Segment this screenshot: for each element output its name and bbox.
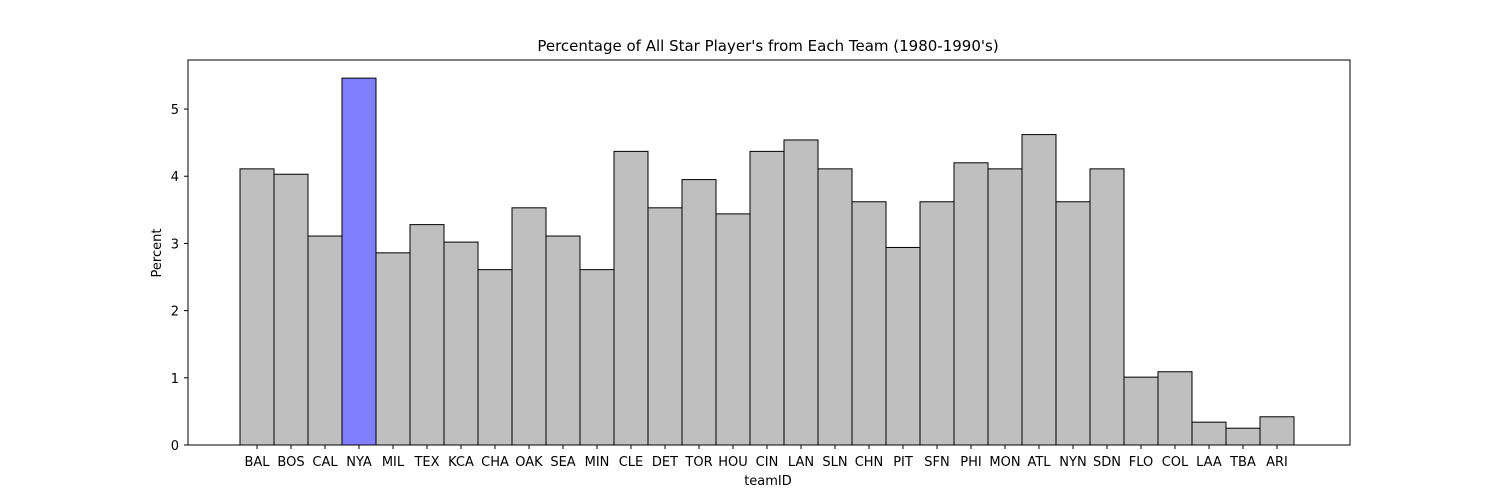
- bar-oak: [511, 207, 547, 446]
- bar-flo: [1123, 376, 1159, 446]
- x-tick-label-tor: TOR: [684, 455, 712, 470]
- x-tick-label-atl: ATL: [1027, 455, 1051, 470]
- bar-lan: [783, 139, 819, 446]
- y-tick-label-0: 0: [171, 439, 179, 454]
- x-tick-label-oak: OAK: [515, 455, 543, 470]
- bar-kca: [443, 241, 479, 446]
- y-tick-label-4: 4: [171, 170, 179, 185]
- bar-mil: [375, 252, 411, 446]
- bar-sdn: [1089, 168, 1125, 446]
- x-tick-label-tex: TEX: [413, 455, 439, 470]
- bar-sln: [817, 168, 853, 446]
- y-tick-label-3: 3: [171, 237, 179, 252]
- x-tick-label-bal: BAL: [244, 455, 270, 470]
- bar-tex: [409, 224, 445, 446]
- x-axis-label: teamID: [744, 474, 792, 489]
- bar-cin: [749, 150, 785, 446]
- bar-cle: [613, 150, 649, 446]
- x-tick-label-phi: PHI: [960, 455, 981, 470]
- x-tick-label-pit: PIT: [893, 455, 913, 470]
- x-tick-label-min: MIN: [585, 455, 610, 470]
- x-tick-label-chn: CHN: [855, 455, 884, 470]
- x-tick-label-nya: NYA: [346, 455, 372, 470]
- bar-chn: [851, 201, 887, 446]
- bar-nyn: [1055, 201, 1091, 446]
- x-tick-label-cha: CHA: [481, 455, 509, 470]
- x-tick-label-bos: BOS: [277, 455, 304, 470]
- x-axis: BAL BOS CAL NYA MIL TEX KCA CHA OAK SEA MIN CLE DET T…: [244, 445, 1288, 470]
- bar-laa: [1191, 421, 1227, 446]
- bar-hou: [715, 213, 751, 446]
- bar-tor: [681, 179, 717, 446]
- bar-pit: [885, 246, 921, 446]
- bar-bal: [239, 168, 275, 446]
- x-tick-label-lan: LAN: [788, 455, 814, 470]
- bar-tba: [1225, 427, 1261, 446]
- plot-frame: [187, 59, 1351, 446]
- x-tick-label-sln: SLN: [822, 455, 847, 470]
- x-tick-label-ari: ARI: [1266, 455, 1288, 470]
- x-tick-label-hou: HOU: [718, 455, 748, 470]
- bar-atl: [1021, 134, 1057, 446]
- y-tick-label-1: 1: [171, 372, 179, 387]
- x-tick-label-sfn: SFN: [924, 455, 949, 470]
- x-tick-label-cin: CIN: [756, 455, 779, 470]
- chart-title: Percentage of All Star Player's from Eac…: [537, 37, 998, 55]
- bar-cal: [307, 235, 343, 446]
- bar-nya: [341, 77, 377, 446]
- x-tick-label-det: DET: [652, 455, 678, 470]
- bar-min: [579, 269, 615, 446]
- x-tick-label-sea: SEA: [550, 455, 575, 470]
- y-tick-label-5: 5: [171, 103, 179, 118]
- x-tick-label-tba: TBA: [1229, 455, 1256, 470]
- x-tick-label-nyn: NYN: [1059, 455, 1086, 470]
- x-tick-label-flo: FLO: [1129, 455, 1154, 470]
- x-tick-label-mon: MON: [989, 455, 1020, 470]
- y-axis-label: Percent: [150, 229, 165, 278]
- x-tick-label-col: COL: [1162, 455, 1189, 470]
- bars-group: [239, 77, 1295, 446]
- x-tick-label-cle: CLE: [619, 455, 644, 470]
- bar-mon: [987, 168, 1023, 446]
- bar-det: [647, 207, 683, 446]
- bar-sfn: [919, 201, 955, 446]
- bar-sea: [545, 235, 581, 446]
- x-tick-label-laa: LAA: [1196, 455, 1222, 470]
- bar-col: [1157, 371, 1193, 446]
- x-tick-label-mil: MIL: [382, 455, 405, 470]
- bar-phi: [953, 162, 989, 446]
- bar-cha: [477, 269, 513, 446]
- y-axis: 0 1 2 3 4 5: [171, 103, 188, 454]
- x-tick-label-sdn: SDN: [1093, 455, 1121, 470]
- x-tick-label-kca: KCA: [448, 455, 474, 470]
- bar-ari: [1259, 416, 1295, 446]
- x-tick-label-cal: CAL: [312, 455, 338, 470]
- y-tick-label-2: 2: [171, 305, 179, 320]
- bar-bos: [273, 173, 309, 446]
